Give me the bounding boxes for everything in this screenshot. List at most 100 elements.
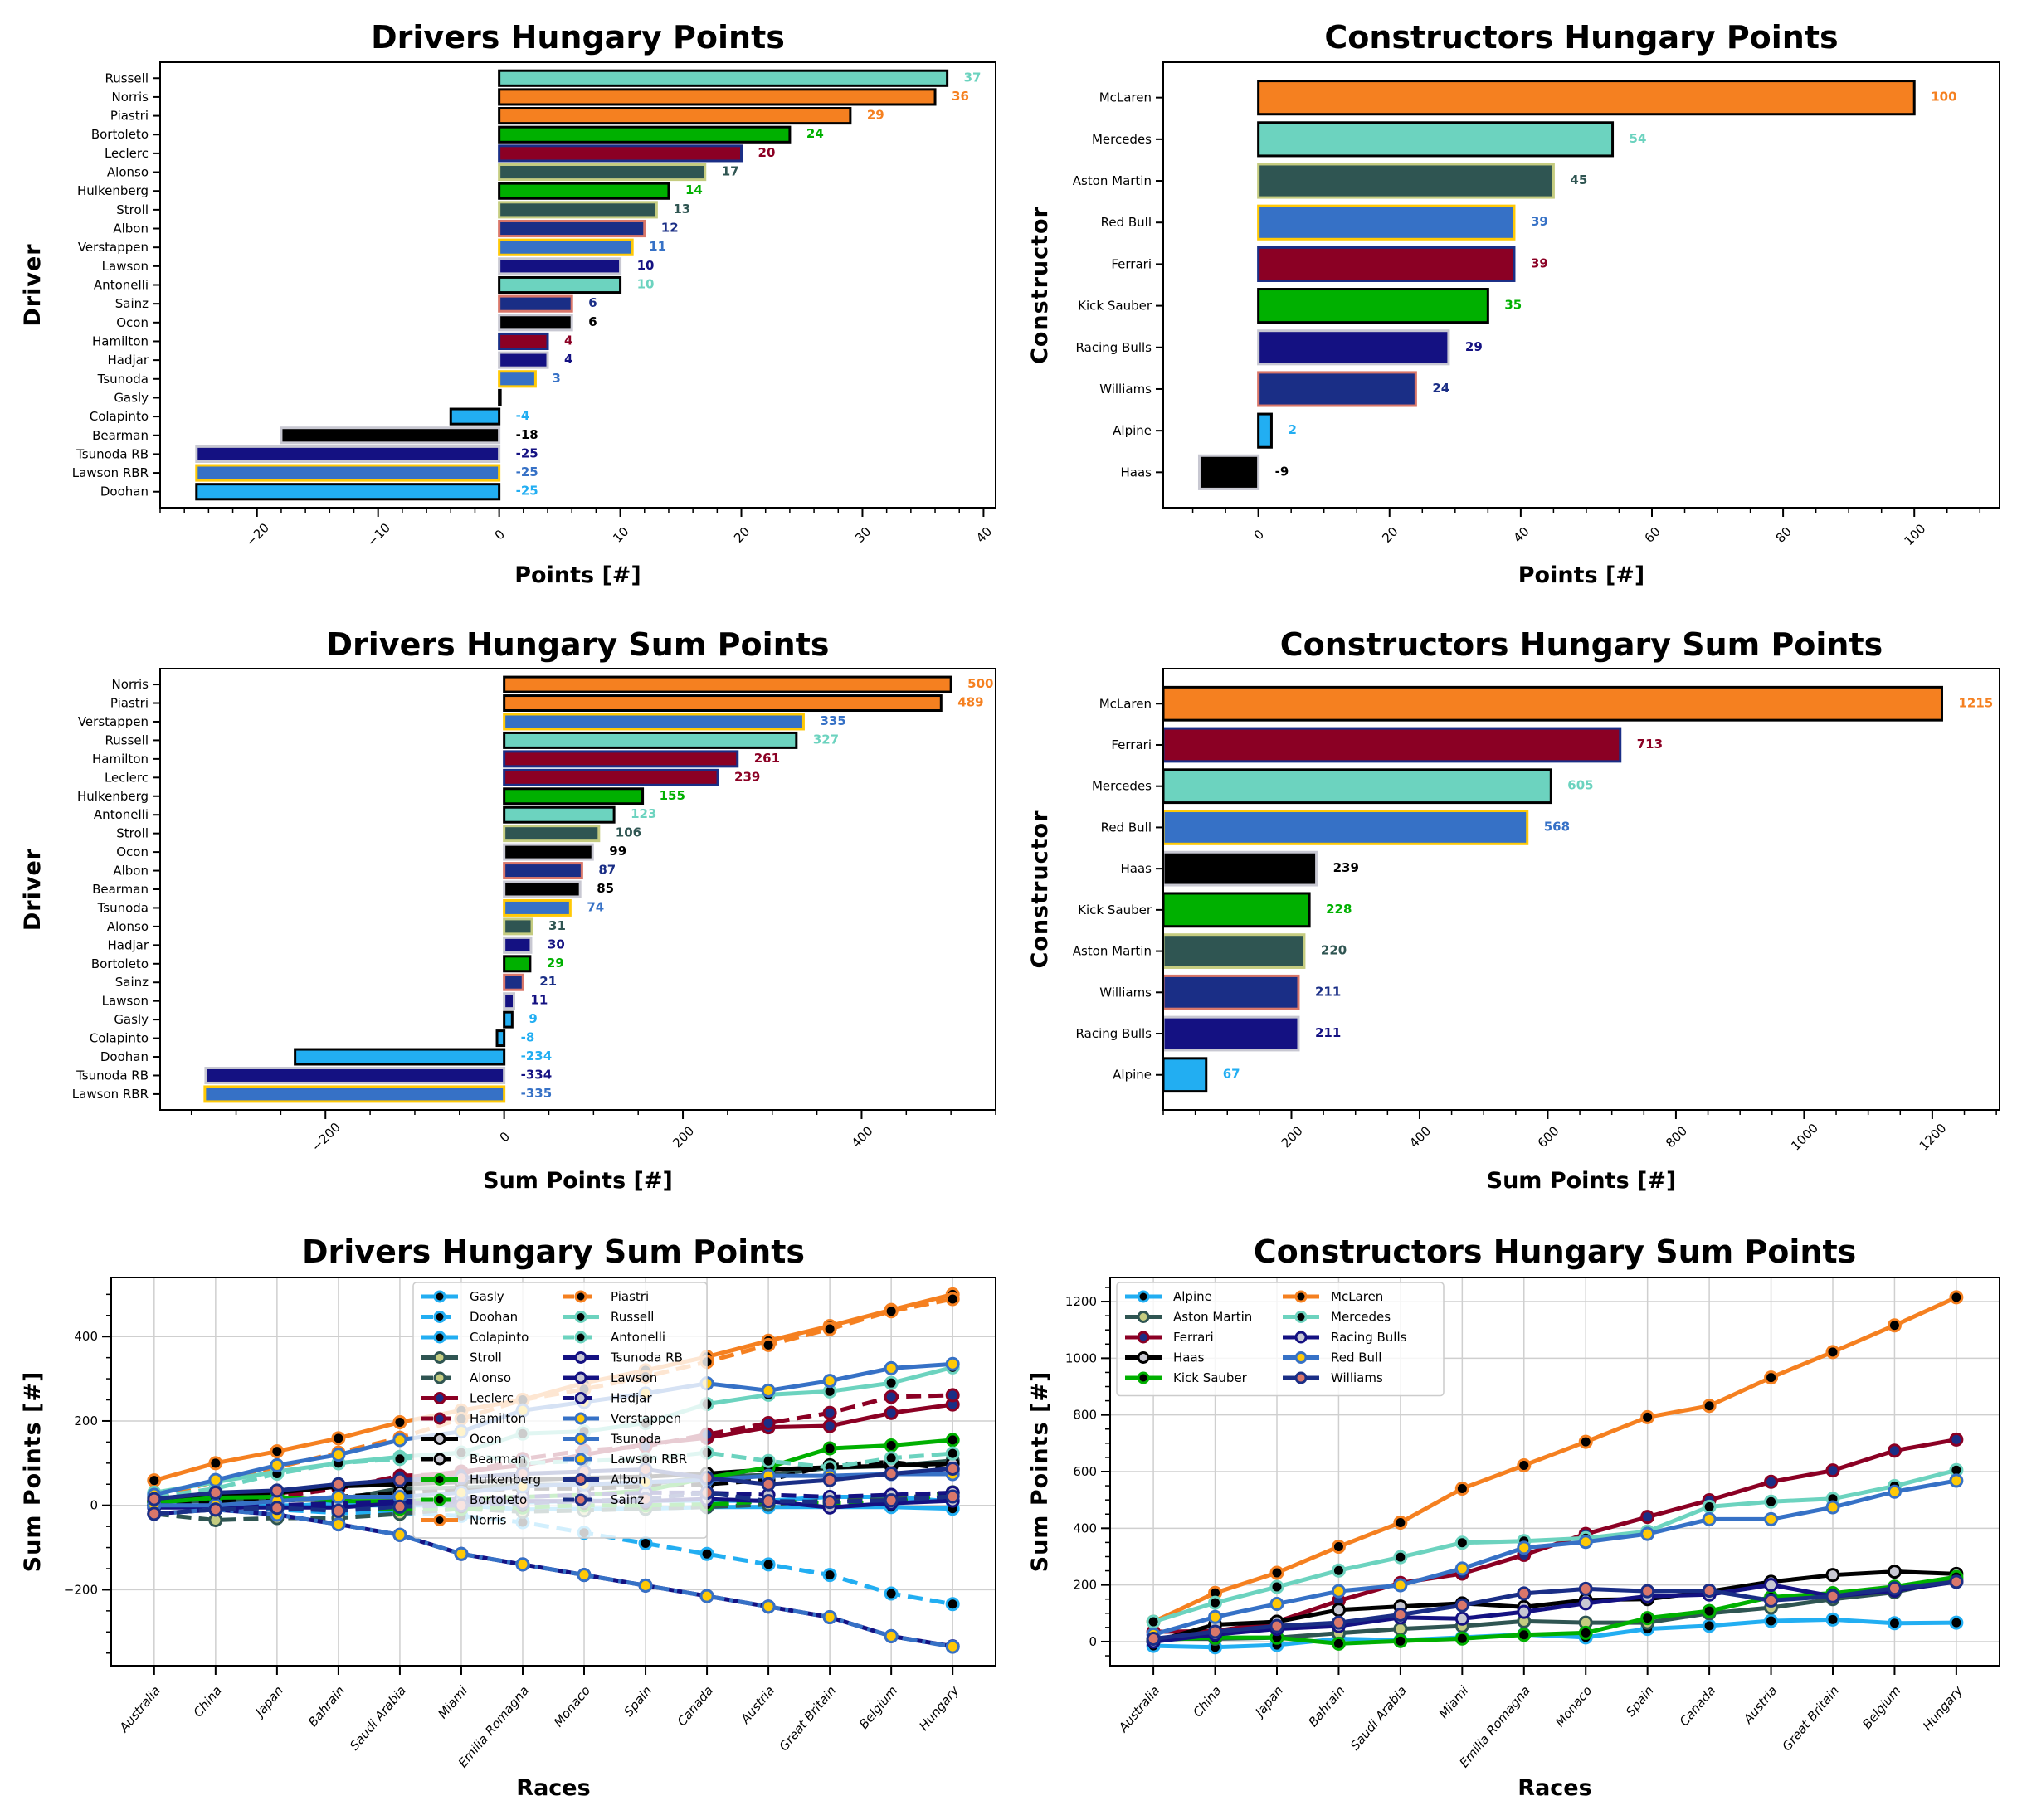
data-point	[884, 1628, 899, 1643]
value-label: 29	[547, 956, 564, 971]
data-point	[1454, 1481, 1469, 1496]
legend-label: Hulkenberg	[470, 1472, 541, 1487]
legend-marker	[574, 1392, 587, 1404]
legend-marker	[1137, 1311, 1150, 1323]
category-label: Alonso	[107, 919, 149, 934]
y-tick-label: 400	[1073, 1521, 1097, 1535]
value-label: 11	[530, 993, 548, 1008]
value-label: 228	[1326, 902, 1352, 917]
legend-marker	[574, 1473, 587, 1486]
data-point	[1454, 1631, 1469, 1646]
category-label: Red Bull	[1101, 820, 1152, 835]
legend-label: Williams	[1331, 1370, 1383, 1385]
legend-item: Alpine	[1125, 1289, 1212, 1304]
category-label: Ocon	[116, 844, 149, 859]
category-label: Ferrari	[1111, 256, 1152, 271]
data-point	[331, 1490, 346, 1505]
data-point	[761, 1477, 776, 1492]
legend-marker	[1294, 1371, 1308, 1384]
legend-marker	[433, 1473, 446, 1486]
data-point	[270, 1444, 285, 1459]
bar-alpine	[1162, 1057, 1208, 1093]
data-point	[1208, 1624, 1223, 1639]
legend-item: Ocon	[421, 1432, 502, 1447]
data-point	[1825, 1345, 1840, 1360]
data-point	[945, 1597, 960, 1612]
y-tick-label: 0	[1089, 1634, 1097, 1649]
value-label: 106	[616, 825, 641, 840]
legend-item: Williams	[1283, 1370, 1383, 1385]
data-point	[699, 1589, 714, 1603]
value-label: 87	[598, 863, 616, 878]
data-point	[822, 1321, 837, 1336]
bar-sainz	[498, 294, 573, 313]
data-point	[699, 1546, 714, 1561]
legend-item: Lawson RBR	[563, 1452, 687, 1467]
category-label: Ferrari	[1111, 737, 1152, 752]
data-point	[884, 1389, 899, 1404]
data-point	[945, 1639, 960, 1654]
data-point	[638, 1535, 653, 1550]
bar-sainz	[503, 973, 524, 991]
bar-bearman	[503, 880, 582, 898]
data-point	[1764, 1613, 1779, 1628]
x-axis-label: Sum Points [#]	[1487, 1168, 1677, 1194]
bar-tsunoda-rb	[204, 1066, 506, 1084]
data-point	[884, 1360, 899, 1375]
category-label: Gasly	[114, 1012, 149, 1027]
category-label: Doohan	[100, 484, 149, 499]
value-label: 211	[1315, 984, 1341, 999]
legend-label: Gasly	[470, 1289, 504, 1304]
value-label: -25	[516, 484, 538, 499]
category-label: Bortoleto	[91, 127, 149, 142]
category-label: Piastri	[110, 696, 149, 711]
value-label: 239	[1333, 860, 1359, 875]
legend-item: Racing Bulls	[1283, 1330, 1407, 1345]
data-point	[1887, 1565, 1902, 1579]
data-point	[1393, 1622, 1408, 1637]
legend-label: Norris	[470, 1513, 507, 1528]
data-point	[1764, 1593, 1779, 1608]
value-label: 100	[1931, 90, 1956, 105]
data-point	[945, 1489, 960, 1504]
value-label: 12	[661, 221, 679, 236]
bar-ferrari	[1162, 727, 1622, 763]
legend-label: Antonelli	[611, 1330, 665, 1345]
value-label: 4	[564, 333, 572, 348]
data-point	[822, 1568, 837, 1583]
legend-label: Hamilton	[470, 1411, 526, 1426]
data-point	[331, 1517, 346, 1532]
data-point	[1702, 1603, 1717, 1618]
data-point	[884, 1493, 899, 1508]
bar-lawson-rbr	[195, 464, 501, 482]
data-point	[822, 1405, 837, 1420]
category-label: Bortoleto	[91, 956, 149, 971]
bar-hamilton	[503, 750, 739, 768]
data-point	[1331, 1603, 1346, 1618]
series-line	[1153, 1617, 1956, 1650]
category-label: Tsunoda RB	[76, 446, 149, 461]
y-tick-label: 0	[90, 1498, 98, 1513]
category-label: Kick Sauber	[1078, 903, 1152, 917]
category-label: Lawson	[102, 259, 149, 274]
x-axis-label: Races	[1518, 1775, 1591, 1801]
value-label: -234	[521, 1049, 553, 1063]
bar-stroll	[498, 201, 658, 219]
data-point	[1454, 1561, 1469, 1576]
value-label: 261	[754, 751, 780, 766]
data-point	[1454, 1535, 1469, 1550]
category-label: Haas	[1121, 861, 1152, 876]
data-point	[270, 1457, 285, 1472]
category-label: Colapinto	[90, 1031, 149, 1046]
data-point	[884, 1586, 899, 1601]
bar-ocon	[503, 843, 594, 861]
data-point	[945, 1433, 960, 1448]
category-label: McLaren	[1099, 90, 1152, 105]
data-point	[331, 1477, 346, 1492]
category-label: Tsunoda	[97, 900, 149, 915]
bar-lawson	[503, 992, 515, 1010]
data-point	[1208, 1595, 1223, 1610]
bar-ocon	[498, 314, 573, 332]
value-label: 9	[529, 1011, 537, 1026]
